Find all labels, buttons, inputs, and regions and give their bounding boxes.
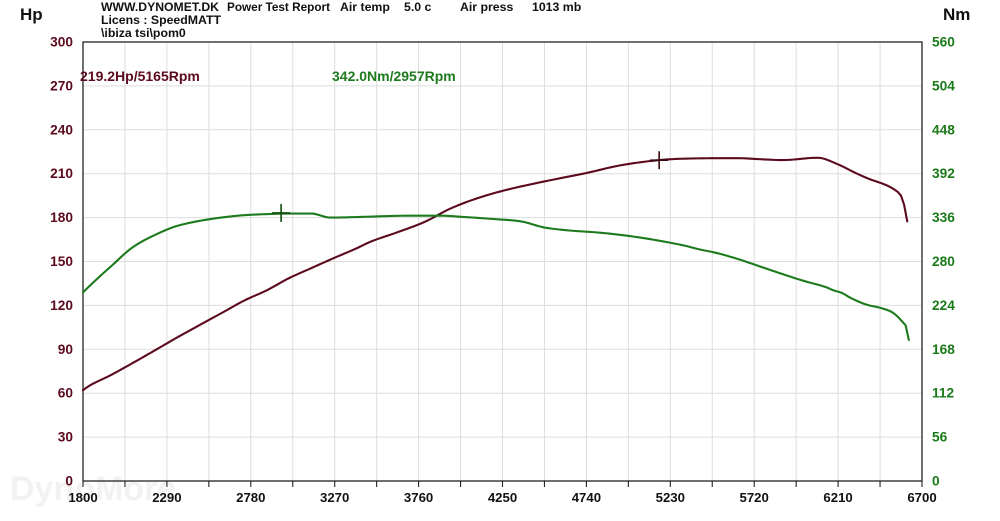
svg-text:280: 280: [932, 254, 955, 269]
svg-text:224: 224: [932, 298, 955, 313]
svg-text:448: 448: [932, 122, 955, 137]
svg-text:0: 0: [65, 474, 73, 489]
svg-text:Power Test Report: Power Test Report: [227, 0, 330, 14]
svg-text:56: 56: [932, 430, 948, 445]
svg-text:240: 240: [50, 122, 73, 137]
svg-text:\ibiza tsi\pom0: \ibiza tsi\pom0: [101, 26, 186, 40]
svg-text:4740: 4740: [572, 490, 601, 505]
svg-text:3760: 3760: [404, 490, 433, 505]
svg-text:5230: 5230: [656, 490, 685, 505]
svg-text:270: 270: [50, 78, 73, 93]
svg-text:Hp: Hp: [20, 5, 43, 24]
svg-text:342.0Nm/2957Rpm: 342.0Nm/2957Rpm: [332, 68, 456, 84]
svg-text:560: 560: [932, 35, 955, 50]
svg-text:150: 150: [50, 254, 73, 269]
svg-text:90: 90: [58, 342, 74, 357]
svg-text:1800: 1800: [68, 490, 97, 505]
svg-text:300: 300: [50, 35, 73, 50]
svg-text:Air press: Air press: [460, 0, 513, 14]
svg-text:60: 60: [58, 386, 74, 401]
svg-text:210: 210: [50, 166, 73, 181]
svg-text:392: 392: [932, 166, 955, 181]
svg-text:Air temp: Air temp: [340, 0, 390, 14]
svg-text:112: 112: [932, 386, 954, 401]
svg-text:Licens : SpeedMATT: Licens : SpeedMATT: [101, 13, 222, 27]
svg-text:219.2Hp/5165Rpm: 219.2Hp/5165Rpm: [80, 68, 200, 84]
svg-text:0: 0: [932, 474, 940, 489]
svg-text:6700: 6700: [907, 490, 936, 505]
svg-text:168: 168: [932, 342, 955, 357]
svg-text:3270: 3270: [320, 490, 349, 505]
svg-text:2780: 2780: [236, 490, 265, 505]
svg-text:504: 504: [932, 78, 955, 93]
svg-text:1013 mb: 1013 mb: [532, 0, 581, 14]
svg-text:336: 336: [932, 210, 955, 225]
svg-text:6210: 6210: [823, 490, 852, 505]
svg-text:5720: 5720: [740, 490, 769, 505]
svg-text:120: 120: [50, 298, 73, 313]
svg-text:2290: 2290: [152, 490, 181, 505]
svg-text:4250: 4250: [488, 490, 517, 505]
svg-text:30: 30: [58, 430, 74, 445]
svg-text:WWW.DYNOMET.DK: WWW.DYNOMET.DK: [101, 0, 219, 14]
svg-text:180: 180: [50, 210, 73, 225]
svg-text:5.0 c: 5.0 c: [404, 0, 432, 14]
svg-text:Nm: Nm: [943, 5, 970, 24]
